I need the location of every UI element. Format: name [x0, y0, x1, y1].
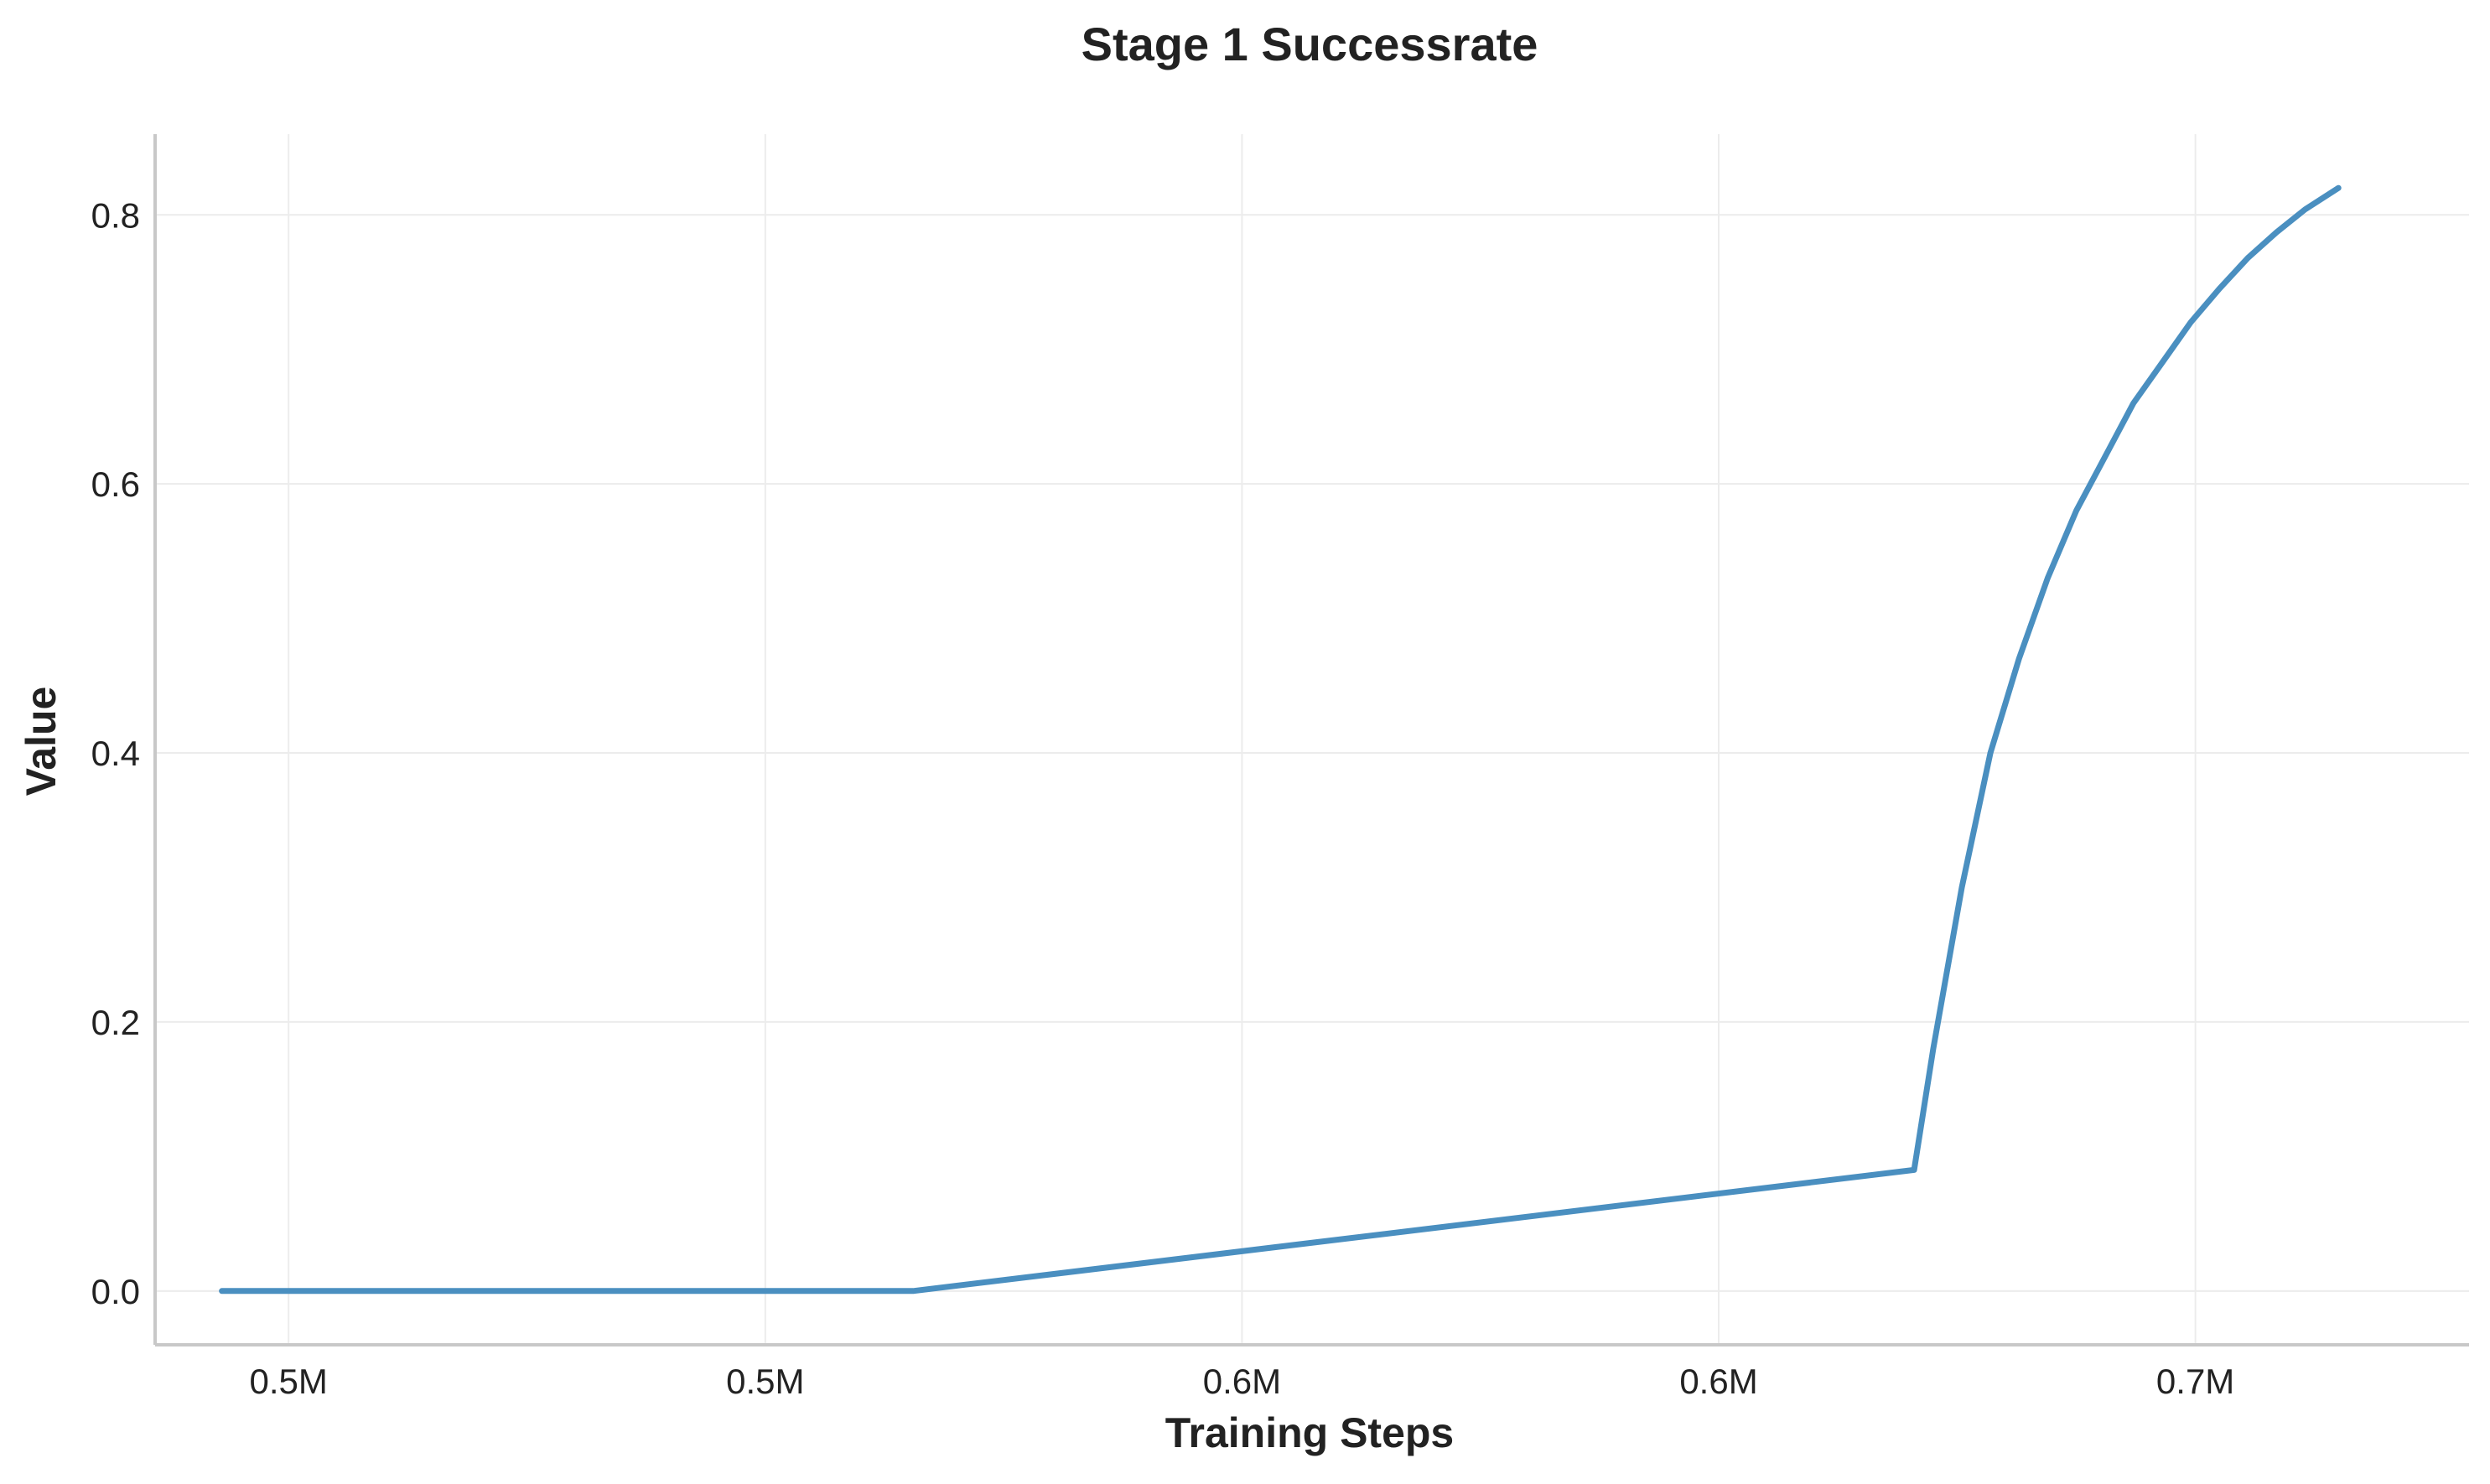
x-tick-label: 0.5M: [726, 1362, 804, 1401]
y-axis-label: Value: [18, 687, 65, 796]
series-line-0: [219, 184, 2342, 1295]
x-tick-label: 0.6M: [1203, 1362, 1281, 1401]
x-axis-label: Training Steps: [1165, 1409, 1455, 1456]
y-tick-label: 0.2: [91, 1003, 140, 1042]
x-tick-label: 0.7M: [2156, 1362, 2234, 1401]
chart-title: Stage 1 Successrate: [1082, 18, 1538, 70]
x-axis-ticks: 0.5M 0.5M 0.6M 0.6M 0.7M: [250, 1362, 2235, 1401]
y-tick-label: 0.8: [91, 195, 140, 235]
y-tick-label: 0.6: [91, 464, 140, 504]
x-tick-label: 0.6M: [1679, 1362, 1757, 1401]
y-axis-ticks: 0.0 0.2 0.4 0.6 0.8: [91, 195, 140, 1311]
series-layer: [219, 184, 2342, 1295]
y-tick-label: 0.0: [91, 1272, 140, 1311]
x-tick-label: 0.5M: [250, 1362, 328, 1401]
grid: [155, 134, 2469, 1345]
y-tick-label: 0.4: [91, 734, 140, 773]
